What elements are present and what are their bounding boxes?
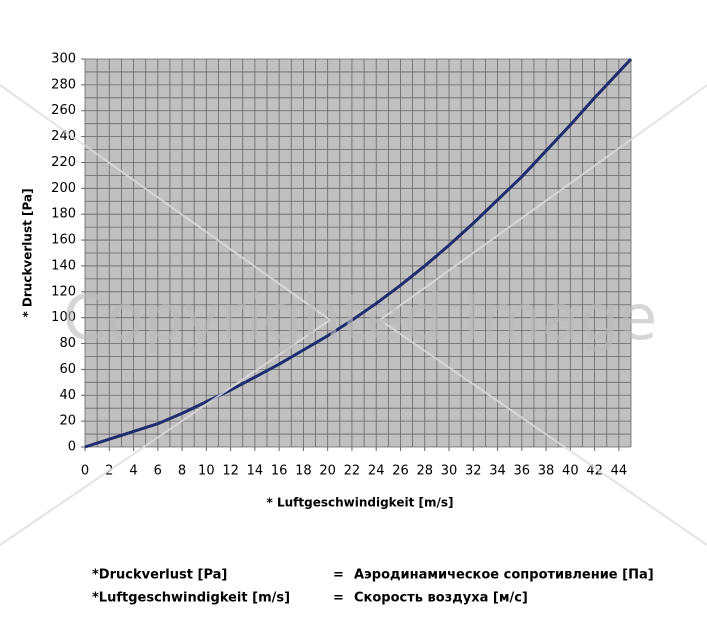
x-tick-label: 44 [611,464,628,479]
y-tick-label: 280 [51,77,76,92]
watermark: Copyrighted Image [63,281,657,354]
x-tick-label: 4 [129,464,137,479]
x-tick-label: 40 [562,464,579,479]
legend-term: *Luftgeschwindigkeit [m/s] [92,591,290,606]
x-tick-label: 38 [538,464,555,479]
x-tick-label: 18 [295,464,312,479]
x-tick-label: 28 [416,464,433,479]
x-tick-label: 20 [319,464,336,479]
y-tick-label: 40 [59,388,76,403]
x-tick-label: 34 [489,464,506,479]
legend-translation: Аэродинамическое сопротивление [Па] [354,568,654,583]
y-tick-label: 20 [59,414,76,429]
y-tick-label: 60 [59,362,76,377]
x-tick-label: 26 [392,464,409,479]
legend-term: *Druckverlust [Pa] [92,568,227,583]
x-tick-label: 22 [344,464,361,479]
x-tick-label: 30 [441,464,458,479]
line [84,57,633,449]
y-tick-label: 160 [51,233,76,248]
x-axis-title: * Luftgeschwindigkeit [m/s] [267,496,454,510]
y-tick-label: 260 [51,103,76,118]
x-tick-label: 10 [198,464,215,479]
x-tick-label: 6 [154,464,162,479]
x-tick-label: 16 [271,464,288,479]
y-tick-label: 140 [51,258,76,273]
y-tick-label: 180 [51,207,76,222]
y-tick-label: 0 [68,440,76,455]
x-tick-label: 24 [368,464,385,479]
x-tick-label: 14 [247,464,264,479]
legend-eq: = [333,591,344,606]
x-tick-label: 0 [81,464,89,479]
y-axis-title: * Druckverlust [Pa] [21,188,35,317]
x-tick-label: 36 [514,464,531,479]
legend-translation: Скорость воздуха [м/с] [354,591,528,606]
x-tick-label: 42 [586,464,603,479]
x-tick-label: 12 [222,464,239,479]
y-tick-label: 300 [51,52,76,67]
y-tick-label: 200 [51,181,76,196]
x-tick-label: 8 [178,464,186,479]
x-tick-label: 32 [465,464,482,479]
watermark-lines [0,84,707,546]
y-tick-label: 240 [51,129,76,144]
y-tick-label: 80 [59,336,76,351]
y-tick-label: 100 [51,310,76,325]
y-tick-label: 120 [51,284,76,299]
y-tick-label: 220 [51,155,76,170]
legend-eq: = [333,568,344,583]
